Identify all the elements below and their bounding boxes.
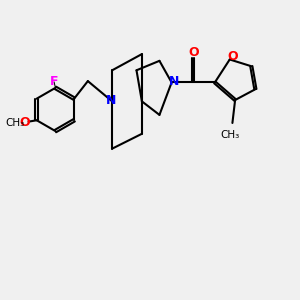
Text: O: O <box>188 46 199 59</box>
Text: CH₃: CH₃ <box>220 130 239 140</box>
Text: O: O <box>19 116 30 130</box>
Text: F: F <box>50 75 58 88</box>
Text: N: N <box>106 94 116 106</box>
Text: N: N <box>169 75 179 88</box>
Text: CH₃: CH₃ <box>5 118 25 128</box>
Text: O: O <box>227 50 238 63</box>
